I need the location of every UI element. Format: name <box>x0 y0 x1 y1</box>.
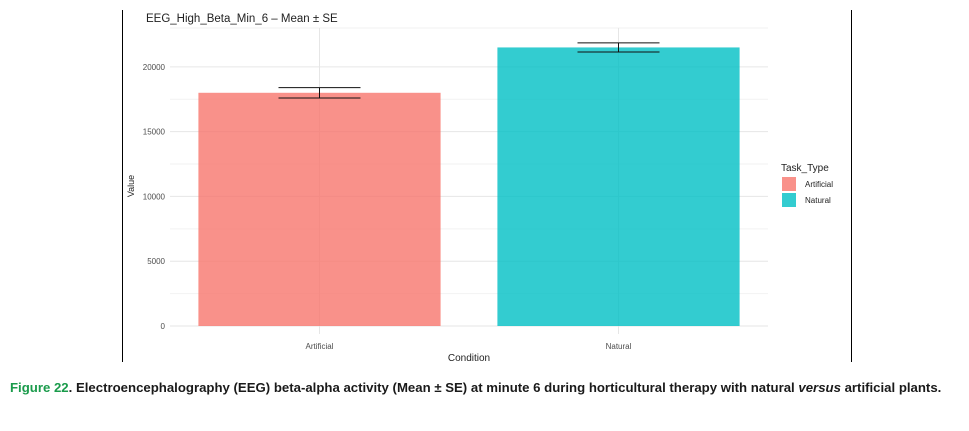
x-tick-label: Artificial <box>305 342 333 351</box>
y-tick-label: 15000 <box>143 128 166 137</box>
bar-artificial <box>198 92 441 326</box>
x-axis-label: Condition <box>448 353 490 364</box>
bars <box>198 47 740 326</box>
figure-caption: Figure 22. Electroencephalography (EEG) … <box>10 377 965 398</box>
x-tick-label: Natural <box>606 342 632 351</box>
y-tick-label: 0 <box>161 322 166 331</box>
caption-text: . Electroencephalography (EEG) beta-alph… <box>68 380 799 395</box>
legend-label: Artificial <box>805 180 833 189</box>
legend-title: Task_Type <box>781 163 829 174</box>
legend: Task_Type Artificial Natural <box>781 163 833 207</box>
y-tick-label: 20000 <box>143 63 166 72</box>
chart-title: EEG_High_Beta_Min_6 – Mean ± SE <box>146 13 338 25</box>
y-tick-label: 5000 <box>147 257 165 266</box>
error-bars <box>278 42 660 99</box>
x-tick-labels: Artificial Natural <box>305 342 631 351</box>
figure-frame <box>122 10 852 362</box>
y-axis-label: Value <box>126 175 136 197</box>
y-tick-labels: 0 5000 10000 15000 20000 <box>143 63 166 331</box>
caption-text-end: artificial plants. <box>840 380 942 395</box>
bar-chart: EEG_High_Beta_Min_6 – Mean ± SE 0 5000 100… <box>126 13 833 364</box>
legend-swatch <box>782 193 796 207</box>
legend-swatch <box>782 177 796 191</box>
caption-italic: versus <box>798 380 841 395</box>
legend-label: Natural <box>805 196 831 205</box>
figure-label: Figure 22 <box>10 380 69 395</box>
y-tick-label: 10000 <box>143 192 166 201</box>
bar-natural <box>497 47 740 326</box>
